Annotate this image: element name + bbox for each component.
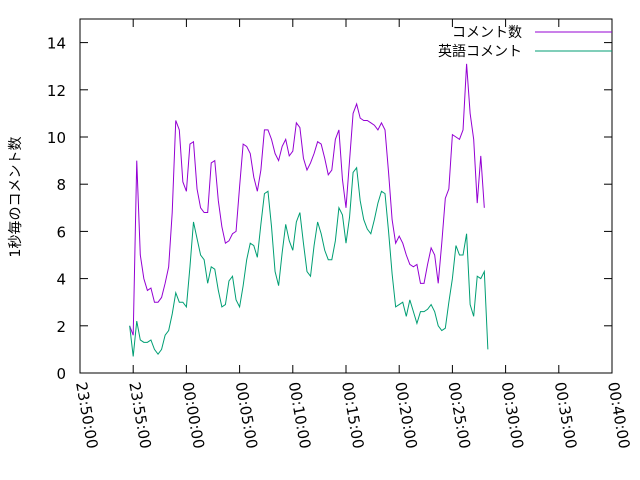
x-tick-label: 00:00:00 (178, 381, 207, 450)
y-tick-label: 12 (47, 82, 66, 100)
plot-border (79, 18, 613, 374)
y-tick-label: 0 (56, 365, 66, 383)
x-tick-label: 00:35:00 (551, 381, 580, 450)
y-tick-label: 6 (56, 223, 66, 241)
y-tick-label: 14 (47, 35, 66, 53)
x-tick-label: 00:20:00 (391, 381, 420, 450)
series-line-0 (129, 63, 485, 336)
y-tick-label: 2 (56, 318, 66, 336)
x-tick-label: 00:25:00 (444, 381, 473, 450)
y-axis-label: 1秒毎のコメント数 (8, 137, 24, 258)
x-tick-label: 00:40:00 (604, 381, 633, 450)
y-tick-label: 8 (56, 176, 66, 194)
legend-label-1: 英語コメント (438, 43, 522, 60)
series-line-1 (129, 166, 489, 357)
x-tick-label: 23:55:00 (125, 381, 154, 450)
x-tick-label: 00:30:00 (498, 381, 527, 450)
x-tick-label: 00:10:00 (285, 381, 314, 450)
x-tick-label: 00:05:00 (232, 381, 261, 450)
plot-area (129, 63, 489, 357)
y-tick-label: 10 (47, 129, 66, 147)
y-tick-label: 4 (56, 271, 66, 289)
x-tick-label: 23:50:00 (72, 381, 101, 450)
legend-label-0: コメント数 (452, 25, 522, 41)
x-tick-label: 00:15:00 (338, 381, 367, 450)
